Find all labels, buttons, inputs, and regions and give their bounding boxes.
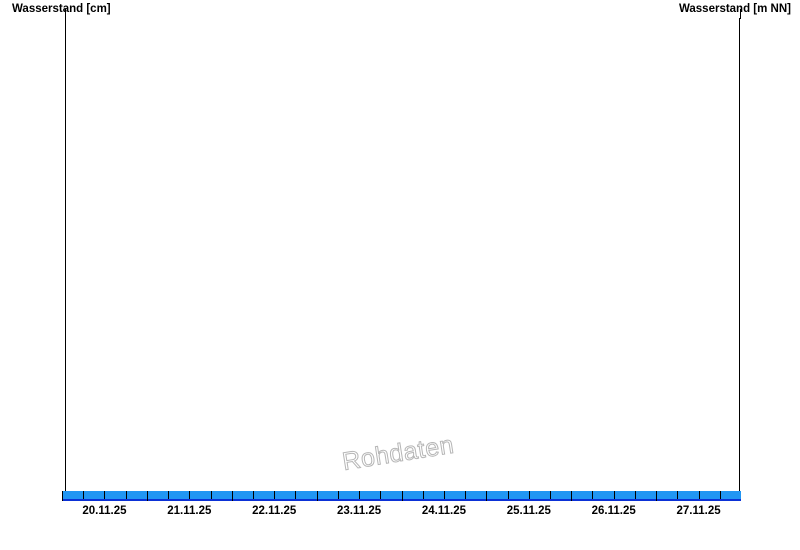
right-axis-caption-stub bbox=[740, 9, 741, 19]
x-tick-label: 27.11.25 bbox=[676, 505, 721, 517]
time-band-minor-tick bbox=[444, 491, 445, 499]
time-band-major-tick bbox=[62, 491, 63, 501]
x-tick-label: 26.11.25 bbox=[591, 505, 636, 517]
time-band-minor-tick bbox=[529, 491, 530, 499]
x-tick-label: 20.11.25 bbox=[82, 505, 127, 517]
time-band-major-tick bbox=[232, 491, 233, 501]
time-band-major-tick bbox=[317, 491, 318, 501]
time-band-major-tick bbox=[402, 491, 403, 501]
time-band-minor-tick bbox=[189, 491, 190, 499]
time-band-minor-tick bbox=[104, 491, 105, 499]
time-band-minor-tick bbox=[359, 491, 360, 499]
time-axis-band-underline bbox=[62, 499, 741, 501]
time-band-minor-tick bbox=[423, 491, 424, 499]
x-tick-label: 22.11.25 bbox=[252, 505, 297, 517]
time-band-major-tick bbox=[656, 491, 657, 501]
left-axis-caption: Wasserstand [cm] bbox=[12, 3, 111, 15]
time-band-minor-tick bbox=[126, 491, 127, 499]
time-band-minor-tick bbox=[253, 491, 254, 499]
time-band-minor-tick bbox=[211, 491, 212, 499]
x-tick-label: 21.11.25 bbox=[167, 505, 212, 517]
time-band-major-tick bbox=[486, 491, 487, 501]
left-axis-line bbox=[65, 18, 66, 499]
time-band-minor-tick bbox=[720, 491, 721, 499]
time-band-minor-tick bbox=[699, 491, 700, 499]
x-tick-label: 25.11.25 bbox=[506, 505, 551, 517]
time-band-minor-tick bbox=[83, 491, 84, 499]
time-band-minor-tick bbox=[550, 491, 551, 499]
time-band-minor-tick bbox=[508, 491, 509, 499]
time-band-minor-tick bbox=[338, 491, 339, 499]
left-axis-caption-stub bbox=[65, 9, 66, 19]
time-band-minor-tick bbox=[465, 491, 466, 499]
time-band-minor-tick bbox=[274, 491, 275, 499]
time-band-minor-tick bbox=[295, 491, 296, 499]
time-band-minor-tick bbox=[614, 491, 615, 499]
right-axis-line bbox=[739, 18, 740, 499]
x-tick-label: 24.11.25 bbox=[421, 505, 467, 517]
time-band-minor-tick bbox=[592, 491, 593, 499]
time-axis-band bbox=[62, 491, 741, 501]
right-axis-caption: Wasserstand [m NN] bbox=[678, 3, 791, 15]
x-tick-label: 23.11.25 bbox=[336, 505, 382, 517]
time-axis-band-fill bbox=[62, 491, 741, 499]
time-band-minor-tick bbox=[168, 491, 169, 499]
time-band-major-tick bbox=[147, 491, 148, 501]
plot-area bbox=[65, 18, 740, 499]
time-band-minor-tick bbox=[635, 491, 636, 499]
time-band-major-tick bbox=[571, 491, 572, 501]
time-band-minor-tick bbox=[380, 491, 381, 499]
x-axis-tick-labels: 20.11.25 21.11.25 22.11.25 23.11.25 24.11.25… bbox=[0, 504, 800, 522]
time-band-minor-tick bbox=[677, 491, 678, 499]
